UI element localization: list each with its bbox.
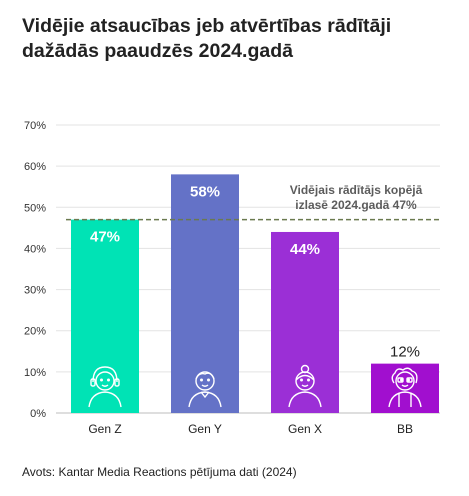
headset-person-icon	[88, 366, 122, 408]
chart-title: Vidējie atsaucības jeb atvērtības rādītā…	[22, 14, 452, 64]
y-tick-label: 10%	[24, 367, 46, 379]
y-tick-label: 70%	[24, 120, 46, 132]
data-label: 12%	[390, 344, 420, 361]
x-tick-label: Gen Y	[188, 422, 222, 436]
y-tick-label: 30%	[24, 285, 46, 297]
bar	[271, 231, 339, 413]
bar	[171, 174, 239, 413]
person-icon	[188, 371, 222, 408]
woman-icon	[288, 364, 322, 408]
bar	[371, 363, 439, 413]
reference-line-label: Vidējais rādītājs kopējā	[290, 183, 423, 197]
reference-line-label: izlasē 2024.gadā 47%	[295, 198, 417, 212]
data-label: 58%	[190, 183, 220, 200]
y-tick-label: 50%	[24, 202, 46, 214]
chart-title-line-2: dažādās paaudzēs 2024.gadā	[22, 40, 293, 62]
data-label: 44%	[290, 241, 320, 258]
data-label: 47%	[90, 229, 120, 246]
y-tick-label: 0%	[30, 408, 46, 420]
x-tick-label: Gen X	[288, 422, 322, 436]
x-tick-label: BB	[397, 422, 413, 436]
source-note: Avots: Kantar Media Reactions pētījuma d…	[22, 465, 297, 479]
y-tick-label: 40%	[24, 243, 46, 255]
y-tick-label: 20%	[24, 326, 46, 338]
bar	[71, 219, 139, 413]
elder-person-icon	[388, 367, 422, 408]
chart-title-line-1: Vidējie atsaucības jeb atvērtības rādītā…	[22, 15, 392, 37]
y-tick-label: 60%	[24, 161, 46, 173]
x-tick-label: Gen Z	[88, 422, 121, 436]
